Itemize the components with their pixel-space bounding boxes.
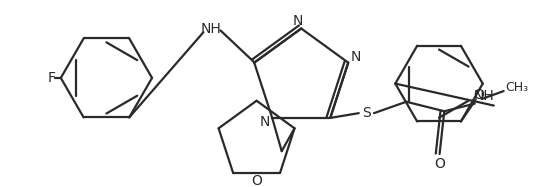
Text: NH: NH bbox=[200, 22, 221, 36]
Text: O: O bbox=[434, 157, 445, 171]
Text: F: F bbox=[48, 71, 55, 85]
Text: O: O bbox=[251, 174, 262, 187]
Text: S: S bbox=[362, 106, 371, 120]
Text: NH: NH bbox=[474, 89, 495, 103]
Text: N: N bbox=[350, 50, 361, 64]
Text: N: N bbox=[259, 115, 270, 129]
Text: O: O bbox=[474, 88, 484, 102]
Text: CH₃: CH₃ bbox=[505, 81, 529, 94]
Text: N: N bbox=[292, 14, 302, 28]
